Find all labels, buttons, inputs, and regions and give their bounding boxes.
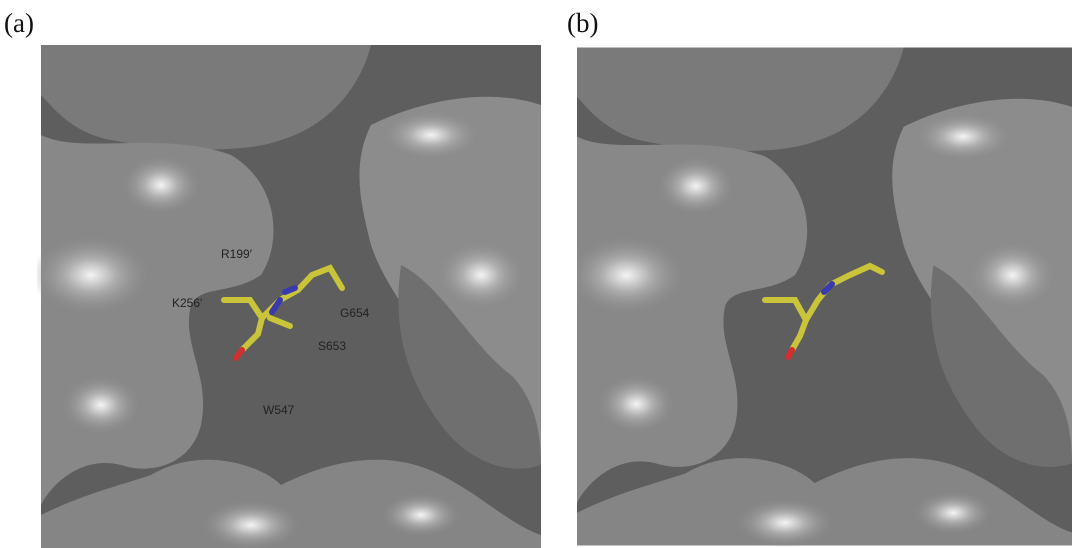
residue-label: K256′ <box>172 296 203 310</box>
residue-label: R199′ <box>221 247 253 261</box>
residue-label: S653 <box>318 339 346 353</box>
panel-label: (b) <box>567 8 598 38</box>
figure: (a) (b) R199′ K256′ G654 S653 W547 <box>0 0 1072 548</box>
residue-label: G654 <box>340 306 370 320</box>
panel-label: (a) <box>4 8 34 38</box>
residue-label: W547 <box>263 403 295 417</box>
